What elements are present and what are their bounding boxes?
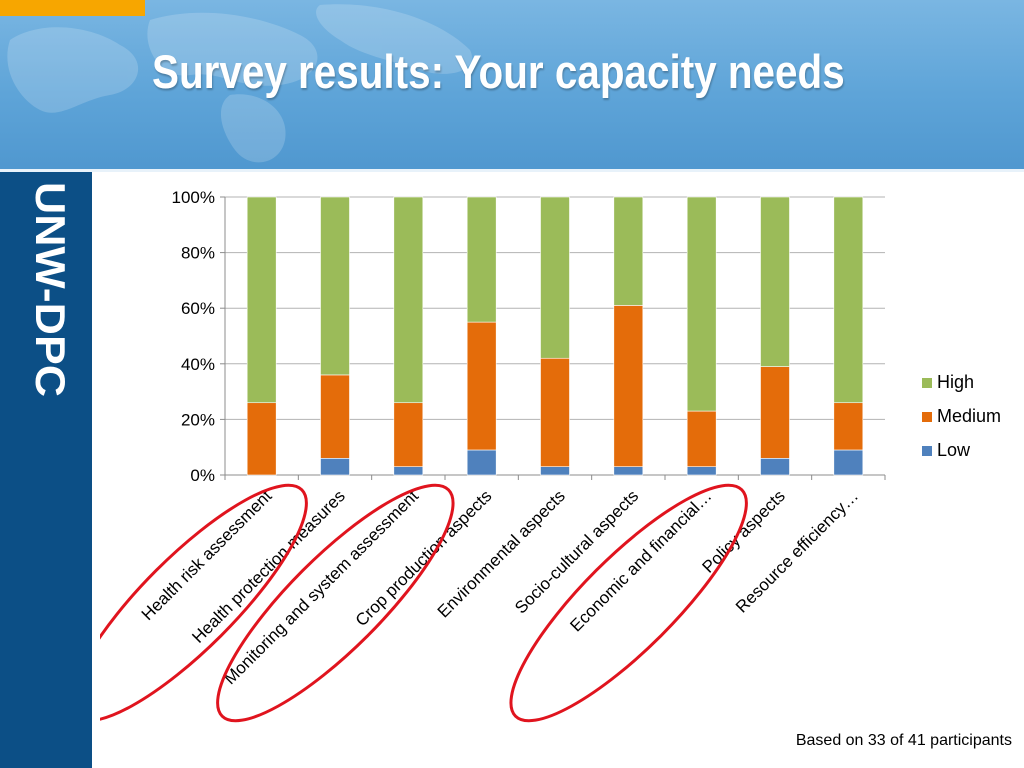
bar-segment-medium [686,410,717,467]
highlight-ellipses [100,483,748,723]
x-tick-label: Economic and financial… [566,486,715,635]
bar-segment-low [686,466,717,476]
bar-segment-high [613,196,644,306]
bar-segment-low [466,449,497,476]
bar-segment-medium [540,357,570,467]
bar-segment-low [760,458,790,476]
y-tick-label: 100% [172,188,215,207]
bar-segment-high [466,196,497,323]
x-tick-label: Resource efficiency… [732,486,862,616]
bar-segment-high [246,196,277,404]
y-axis-ticks: 0% 20% 40% 60% 80% 100% [172,188,215,485]
world-map-background [7,4,472,163]
bar-segment-medium [393,402,424,467]
unw-dpc-logo-text: UNW-DPC [27,182,74,397]
highlight-ellipse [100,483,308,723]
legend: High Medium Low [922,372,1001,460]
bar-segment-medium [466,321,497,451]
legend-swatch-high [922,378,932,388]
bar-segment-medium [613,305,644,467]
participants-footnote: Based on 33 of 41 participants [795,732,1012,749]
highlight-ellipse [509,483,748,723]
bar-segment-medium [320,374,350,459]
logo-sidebar [0,172,92,768]
legend-swatch-low [922,446,932,456]
bar-segment-high [686,196,717,412]
orange-accent-bar [0,0,145,16]
y-tick-label: 0% [190,466,215,485]
y-tick-label: 20% [181,410,215,429]
y-tick-label: 80% [181,244,215,263]
legend-label-high: High [937,372,974,392]
slide-header [0,0,1024,172]
bar-segment-low [613,466,644,476]
bar-segment-medium [833,402,864,451]
bar-segment-high [320,196,350,376]
legend-label-low: Low [937,440,971,460]
header-divider [0,169,1024,172]
x-tick-label: Crop production aspects [352,486,496,630]
y-tick-label: 60% [181,299,215,318]
x-tick-label: Socio-cultural aspects [511,486,642,617]
y-tick-label: 40% [181,355,215,374]
bar-segment-high [540,196,570,359]
bar-segment-high [833,196,864,404]
bar-segment-medium [760,366,790,459]
capacity-needs-chart: 0% 20% 40% 60% 80% 100% Health risk assessmen… [100,188,1001,723]
bar-series [246,196,864,476]
slide-title: Survey results: Your capacity needs [152,45,845,98]
legend-label-medium: Medium [937,406,1001,426]
x-tick-label: Health protection measures [188,486,348,646]
bar-segment-high [393,196,424,404]
highlight-ellipse [216,483,455,723]
bar-segment-low [540,466,570,476]
bar-segment-low [393,466,424,476]
bar-segment-high [760,196,790,367]
bar-segment-low [833,449,864,476]
bar-segment-low [320,458,350,476]
bar-segment-medium [246,402,277,476]
unw-dpc-logo: UNW-DPC [27,182,74,397]
x-tick-label: Health risk assessment [138,486,276,624]
legend-swatch-medium [922,412,932,422]
